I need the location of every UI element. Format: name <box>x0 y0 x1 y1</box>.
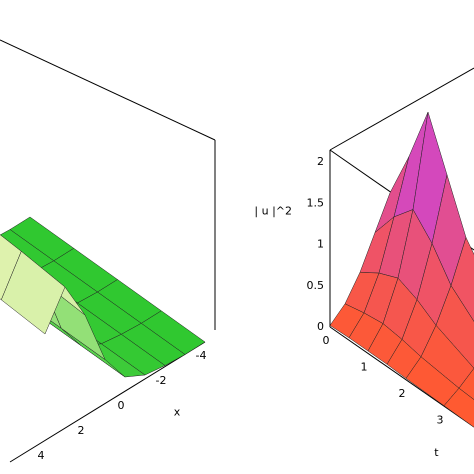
box-edge <box>329 326 474 428</box>
x-tick-label: 2 <box>399 387 406 400</box>
z-tick-label: 1 <box>317 238 324 251</box>
x-axis-label: x <box>174 406 181 419</box>
x-tick-label: 2 <box>78 424 85 437</box>
surface-patch <box>0 250 66 335</box>
z-axis-label: | u |^2 <box>254 204 292 217</box>
box-edge <box>329 67 474 151</box>
surface-patch <box>450 236 474 322</box>
x-tick-label: 4 <box>38 449 45 462</box>
box-edge <box>9 341 206 463</box>
box-edge <box>0 39 216 141</box>
x-tick-label: -4 <box>196 349 207 362</box>
surface-patch <box>458 367 474 400</box>
z-tick-label: 0.5 <box>307 279 325 292</box>
z-tick-label: 0 <box>317 320 324 333</box>
x-tick-label: 0 <box>323 334 330 347</box>
x-axis-label: t <box>434 446 439 459</box>
left-box <box>0 39 216 463</box>
x-tick-label: 0 <box>118 399 125 412</box>
x-tick-label: 1 <box>361 361 368 374</box>
x-tick-label: 3 <box>437 414 444 427</box>
z-tick-label: 1.5 <box>307 196 325 209</box>
surface-patch <box>443 387 474 428</box>
z-tick-label: 2 <box>317 155 324 168</box>
x-tick-label: -2 <box>156 374 167 387</box>
